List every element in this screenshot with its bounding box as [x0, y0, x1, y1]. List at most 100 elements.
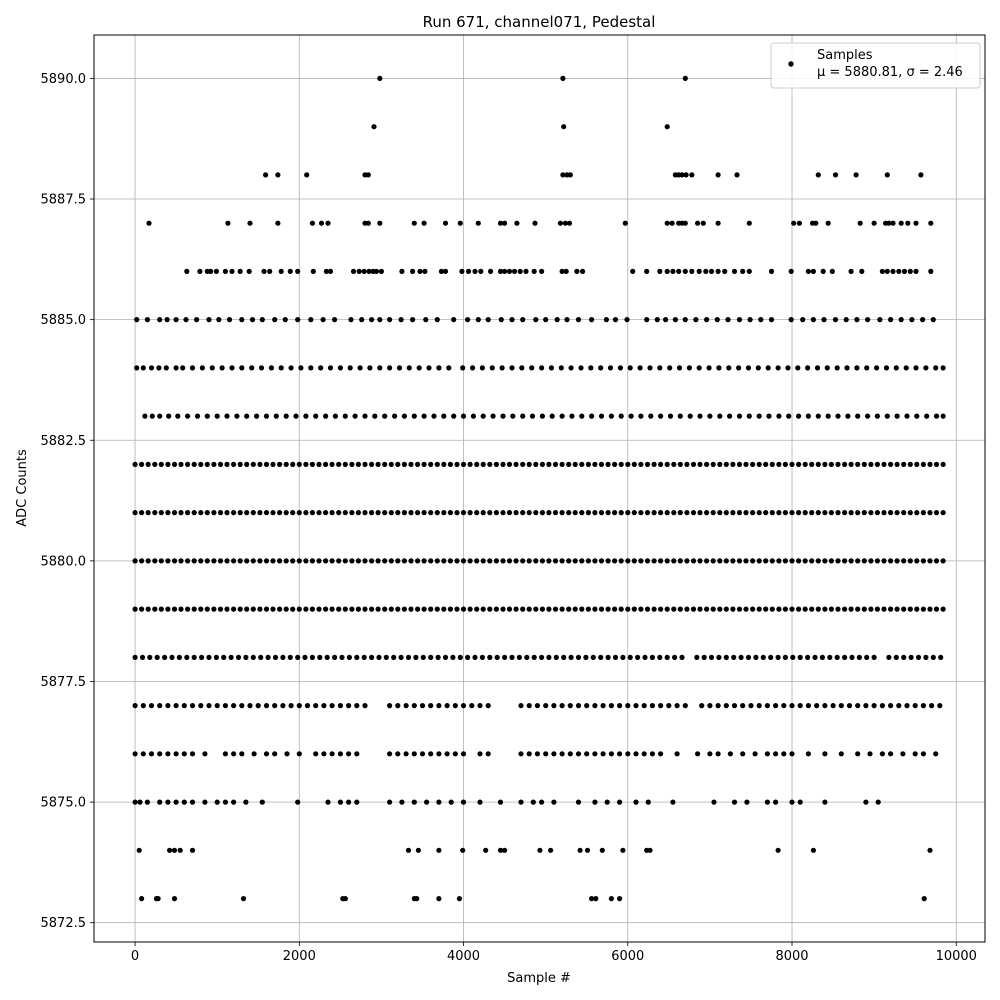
data-point	[165, 606, 171, 612]
data-point	[318, 365, 324, 371]
data-point	[789, 606, 795, 612]
data-point	[682, 317, 688, 323]
legend-marker	[788, 61, 794, 67]
data-point	[867, 751, 873, 757]
data-point	[316, 509, 322, 516]
data-point	[142, 413, 148, 419]
data-point	[644, 509, 651, 516]
data-point	[874, 461, 881, 467]
data-point	[649, 751, 656, 757]
data-point	[477, 703, 483, 709]
data-point	[366, 268, 372, 274]
data-point	[560, 75, 566, 81]
data-point	[912, 703, 918, 709]
data-point	[239, 703, 245, 709]
data-point	[165, 703, 171, 709]
data-point	[901, 558, 907, 564]
data-point	[658, 703, 664, 709]
data-point	[231, 703, 237, 709]
data-point	[149, 413, 155, 419]
data-point	[460, 461, 467, 467]
data-point	[217, 558, 224, 564]
data-point	[487, 558, 493, 564]
data-point	[460, 606, 467, 612]
data-point	[442, 268, 449, 274]
data-point	[625, 461, 631, 467]
data-point	[933, 365, 939, 371]
data-point	[171, 461, 178, 467]
data-point	[249, 317, 256, 323]
data-point	[222, 799, 228, 805]
data-point	[355, 461, 361, 467]
data-point	[444, 751, 450, 757]
data-point	[369, 461, 375, 467]
data-point	[690, 606, 697, 612]
data-point	[342, 896, 348, 902]
data-point	[272, 703, 278, 709]
data-point	[747, 317, 753, 323]
data-point	[633, 799, 639, 805]
data-point	[694, 654, 700, 661]
data-point	[913, 268, 919, 274]
data-point	[178, 509, 184, 516]
data-point	[477, 799, 483, 805]
data-point	[171, 606, 178, 612]
data-point	[428, 558, 434, 564]
data-point	[552, 606, 559, 612]
data-point	[928, 268, 934, 274]
data-point	[684, 558, 690, 564]
data-point	[499, 365, 505, 371]
data-point	[171, 896, 178, 902]
data-point	[533, 606, 539, 612]
data-point	[715, 220, 721, 226]
data-point	[679, 172, 685, 178]
data-point	[518, 703, 524, 709]
data-point	[194, 317, 200, 323]
data-point	[874, 558, 881, 564]
data-point	[736, 365, 742, 371]
data-point	[288, 365, 294, 371]
data-point	[710, 606, 716, 612]
data-point	[273, 413, 279, 419]
data-point	[204, 461, 210, 467]
data-point	[487, 509, 493, 516]
data-point	[612, 509, 618, 516]
data-point	[682, 268, 688, 274]
data-point	[500, 606, 506, 612]
data-point	[303, 461, 309, 467]
legend-entry-name: Samples	[817, 48, 873, 63]
data-point	[237, 606, 243, 612]
data-point	[514, 220, 520, 226]
data-point	[844, 365, 850, 371]
data-point	[559, 751, 565, 757]
data-point	[467, 461, 473, 467]
data-point	[235, 654, 242, 661]
data-point	[786, 413, 792, 419]
data-point	[387, 751, 393, 757]
data-point	[822, 606, 828, 612]
data-point	[835, 509, 841, 516]
data-point	[730, 558, 736, 564]
data-point	[382, 558, 388, 564]
data-point	[452, 703, 458, 709]
data-point	[690, 558, 697, 564]
data-point	[569, 413, 575, 419]
data-point	[664, 461, 670, 467]
data-point	[598, 413, 605, 419]
data-point	[901, 509, 907, 516]
data-point	[871, 220, 877, 226]
data-point	[421, 220, 427, 226]
data-point	[347, 365, 353, 371]
data-point	[198, 558, 204, 564]
data-point	[373, 268, 380, 274]
data-point	[918, 172, 924, 178]
data-point	[474, 509, 480, 516]
data-point	[723, 654, 729, 661]
data-point	[263, 606, 270, 612]
data-point	[479, 365, 485, 371]
data-point	[375, 606, 381, 612]
data-point	[202, 799, 208, 805]
data-point	[722, 268, 728, 274]
data-point	[551, 751, 557, 757]
chart-title: Run 671, channel071, Pedestal	[423, 13, 656, 31]
